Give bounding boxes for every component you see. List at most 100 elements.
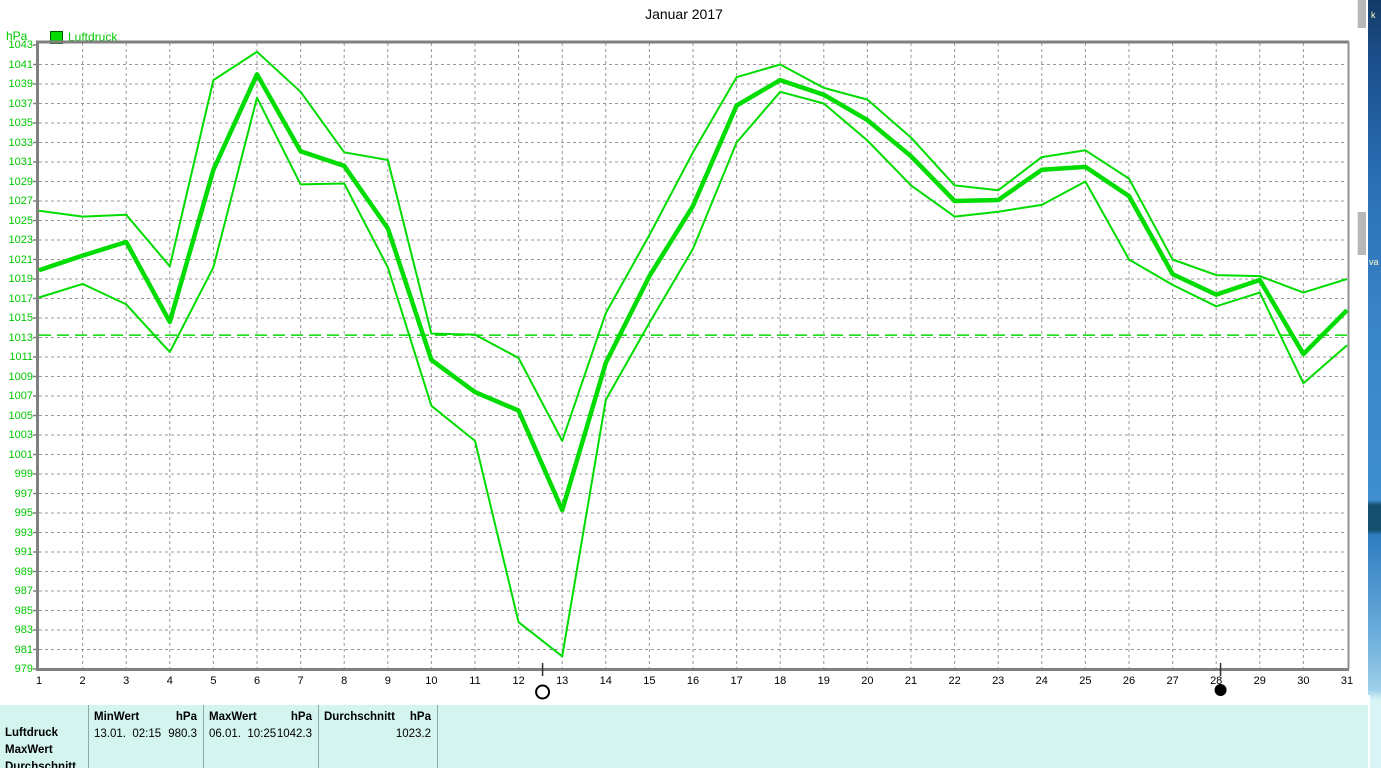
x-tick-label: 2 [79,675,86,687]
y-tick-label: 999 [14,468,33,480]
x-tick-label: 19 [817,675,830,687]
desktop-background-strip: k va [1368,0,1381,768]
durchschnitt-header-unit: hPa [409,711,431,723]
durchschnitt-value-row: 1023.2 [324,728,431,740]
minwert-header-unit: hPa [175,711,197,723]
summary-table: Luftdruck MaxWert Durchschnitt MinWert h… [0,705,1368,768]
series-line-max [38,50,1348,442]
y-tick-label: 1029 [8,175,33,188]
x-tick-label: 29 [1253,675,1266,687]
y-tick-label: 993 [14,526,33,539]
panel-divider [437,705,438,768]
x-tick-label: 4 [166,675,173,687]
x-tick-label: 28 [1210,675,1223,687]
summary-col-maxwert: MaxWert hPa 06.01. 10:25 1042.3 [204,705,318,768]
durchschnitt-header-label: Durchschnitt [324,711,395,723]
y-tick-label: 1015 [8,312,33,324]
summary-col-rowlabels: Luftdruck MaxWert Durchschnitt [0,705,88,768]
y-tick-label: 1035 [8,117,33,129]
y-tick-label: 1007 [8,390,33,402]
x-tick-label: 3 [123,675,130,687]
y-tick-label: 1039 [8,78,33,90]
x-tick-label: 11 [469,675,481,687]
chart-title: Januar 2017 [645,6,723,22]
summary-row-label-maxwert: MaxWert [5,744,53,756]
y-tick-label: 981 [14,643,33,656]
minwert-header: MinWert hPa [94,711,197,723]
panel-divider [203,705,204,768]
y-tick-label: 1027 [8,195,33,207]
y-tick-label: 1009 [8,370,33,383]
y-tick-label: 997 [14,487,33,500]
minwert-header-label: MinWert [94,711,140,723]
durchschnitt-header: Durchschnitt hPa [324,711,431,723]
y-tick-label: 1021 [8,253,33,266]
y-tick-label: 1033 [8,136,33,149]
y-tick-label: 1031 [8,156,33,168]
x-tick-label: 13 [556,675,569,687]
x-tick-label: 6 [253,675,261,687]
y-tick-label: 989 [14,565,33,578]
scrollbar-fragment[interactable] [1357,212,1366,255]
x-tick-label: 22 [948,675,961,687]
y-tick-label: 1043 [8,39,33,51]
maxwert-header-label: MaxWert [209,711,257,723]
scrollbar-fragment[interactable] [1357,0,1366,28]
x-tick-label: 20 [861,675,874,687]
y-tick-label: 1041 [8,58,33,71]
x-tick-label: 21 [904,675,918,687]
x-tick-label: 16 [686,675,700,687]
y-tick-label: 1017 [8,292,33,305]
summary-col-minwert: MinWert hPa 13.01. 02:15 980.3 [89,705,203,768]
x-tick-label: 12 [512,675,525,687]
y-tick-label: 1005 [8,409,33,422]
y-tick-label: 1013 [8,331,33,344]
x-tick-label: 15 [643,675,656,687]
minwert-date: 13.01. 02:15 [94,728,162,740]
full-moon-marker [535,684,551,700]
panel-divider [88,705,89,768]
minwert-value-row: 13.01. 02:15 980.3 [94,728,197,740]
pressure-line-chart [33,40,1350,700]
x-tick-label: 23 [992,675,1005,687]
maxwert-value-row: 06.01. 10:25 1042.3 [209,728,312,740]
y-tick-label: 987 [14,585,33,597]
x-tick-label: 7 [297,675,304,687]
window-edge-line [1368,695,1370,768]
series-line-min [38,90,1348,658]
summary-row-label-durchschnitt: Durchschnitt [5,761,76,768]
maxwert-header: MaxWert hPa [209,711,312,723]
x-tick-label: 26 [1122,675,1136,687]
x-tick-label: 24 [1035,675,1048,687]
y-tick-label: 991 [14,546,33,558]
y-tick-label: 1011 [9,351,33,363]
durchschnitt-value: 1023.2 [395,728,431,740]
desktop-icon-text-fragment: va [1369,257,1379,267]
desktop-icon-text-fragment: k [1371,10,1376,20]
x-tick-label: 9 [384,675,391,687]
y-tick-label: 1023 [8,234,33,246]
y-tick-label: 995 [14,507,33,519]
summary-row-label-luftdruck: Luftdruck [5,727,59,739]
x-tick-label: 31 [1340,675,1354,687]
y-tick-label: 979 [14,663,33,675]
x-tick-label: 10 [425,675,438,687]
x-tick-label: 25 [1079,675,1092,687]
maxwert-value: 1042.3 [276,728,312,740]
panel-divider [318,705,319,768]
y-axis-unit-label: hPa [6,29,28,43]
x-tick-label: 8 [341,675,348,687]
maxwert-date: 06.01. 10:25 [209,728,277,740]
y-tick-label: 983 [14,624,33,636]
new-moon-marker [1214,684,1227,696]
x-tick-label: 27 [1166,675,1179,687]
x-tick-label: 18 [774,675,787,687]
minwert-value: 980.3 [168,728,197,740]
y-tick-label: 1025 [8,214,33,227]
summary-col-durchschnitt: Durchschnitt hPa 1023.2 [319,705,437,768]
x-tick-label: 5 [210,675,217,687]
maxwert-header-unit: hPa [290,711,312,723]
x-tick-label: 17 [730,675,743,687]
